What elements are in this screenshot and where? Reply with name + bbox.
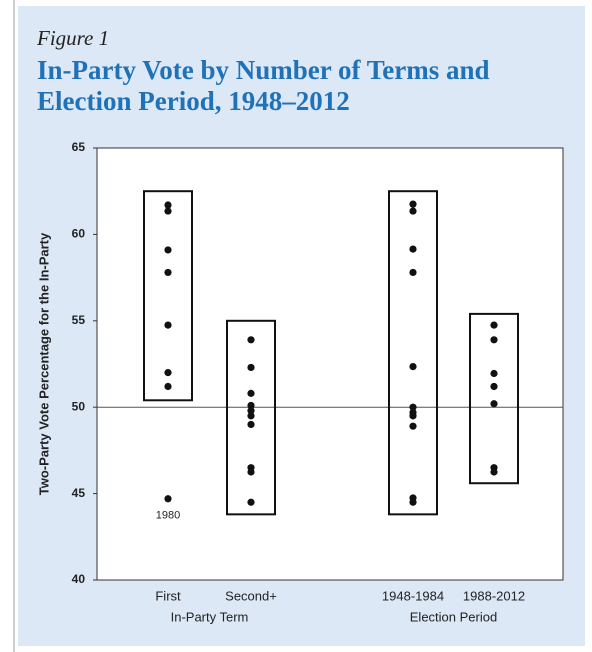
dot bbox=[247, 468, 255, 476]
dot bbox=[409, 412, 417, 420]
dot bbox=[247, 412, 255, 420]
dot bbox=[164, 382, 172, 391]
y-tick-label: 45 bbox=[72, 486, 86, 500]
plot-area bbox=[96, 147, 564, 581]
dot bbox=[490, 336, 498, 344]
range-box bbox=[143, 190, 193, 402]
chart-title: Election Period, 1948–2012 bbox=[37, 86, 350, 116]
y-axis-label: Two-Party Vote Percentage for the In-Par… bbox=[36, 232, 51, 495]
dot bbox=[164, 369, 172, 377]
dot bbox=[490, 369, 498, 378]
dot bbox=[409, 362, 417, 371]
dot bbox=[490, 382, 498, 391]
y-tick-label: 60 bbox=[72, 227, 86, 241]
x-tick-label: 1948-1984 bbox=[382, 588, 444, 603]
dot bbox=[490, 400, 498, 408]
dot bbox=[409, 422, 417, 430]
dot bbox=[247, 498, 255, 506]
dot bbox=[164, 495, 172, 503]
group-label: In-Party Term bbox=[171, 609, 249, 624]
dot bbox=[409, 200, 417, 208]
dot bbox=[247, 336, 255, 344]
y-tick-label: 40 bbox=[72, 572, 86, 586]
dot bbox=[247, 363, 255, 372]
x-tick-label: Second+ bbox=[225, 588, 277, 603]
chart-title: In-Party Vote by Number of Terms and bbox=[37, 55, 490, 85]
dot bbox=[409, 498, 417, 506]
annotation: 1980 bbox=[156, 510, 180, 522]
range-box bbox=[388, 190, 438, 516]
dot bbox=[409, 207, 417, 215]
y-tick-label: 55 bbox=[72, 313, 86, 327]
x-tick-label: First bbox=[155, 588, 181, 603]
figure-label: Figure 1 bbox=[36, 26, 109, 50]
dot bbox=[164, 207, 172, 215]
dot bbox=[164, 321, 172, 329]
dot bbox=[409, 245, 417, 253]
dot bbox=[247, 389, 255, 397]
y-tick-label: 50 bbox=[72, 399, 86, 413]
dot bbox=[409, 268, 417, 277]
y-tick-label: 65 bbox=[72, 140, 86, 154]
dot bbox=[247, 420, 255, 429]
dot bbox=[164, 246, 172, 254]
dot bbox=[164, 268, 172, 277]
group-label: Election Period bbox=[410, 609, 497, 624]
dot bbox=[409, 403, 417, 411]
range-box bbox=[226, 319, 276, 516]
range-box bbox=[469, 312, 519, 485]
dot bbox=[490, 468, 498, 476]
x-tick-label: 1988-2012 bbox=[463, 588, 525, 603]
dot bbox=[164, 201, 172, 209]
dot bbox=[247, 407, 255, 415]
dot bbox=[490, 321, 498, 329]
dot bbox=[247, 401, 255, 410]
